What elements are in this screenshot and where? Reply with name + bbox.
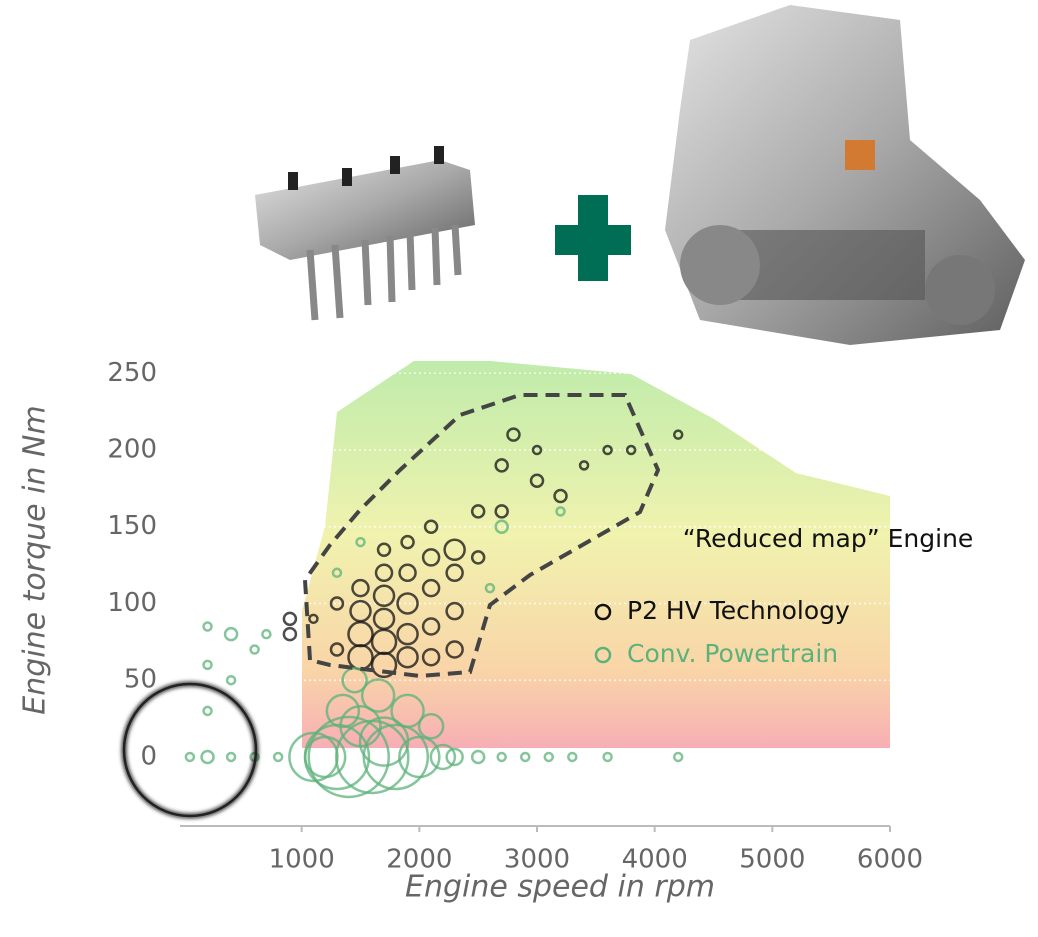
bubble bbox=[421, 548, 441, 567]
bubble bbox=[261, 628, 272, 640]
bubble bbox=[443, 538, 466, 562]
bubble bbox=[396, 622, 419, 646]
bubble bbox=[553, 488, 568, 504]
x-tick-label: 5000 bbox=[739, 845, 805, 875]
bubble bbox=[398, 735, 441, 779]
bubble bbox=[202, 705, 213, 717]
bubble bbox=[555, 506, 566, 517]
x-tick-label: 4000 bbox=[622, 845, 688, 875]
grid bbox=[180, 372, 891, 832]
bubble bbox=[421, 578, 441, 598]
bubble bbox=[372, 607, 396, 631]
bubble bbox=[567, 751, 578, 763]
bubble bbox=[331, 567, 343, 579]
x-tick-label: 2000 bbox=[386, 845, 452, 875]
bubble bbox=[202, 659, 213, 671]
bubble bbox=[355, 536, 366, 548]
bubble bbox=[578, 460, 590, 471]
bubble bbox=[494, 504, 509, 519]
bubble bbox=[282, 611, 298, 627]
bubble bbox=[390, 693, 425, 729]
bubble bbox=[329, 642, 345, 657]
bubble bbox=[445, 563, 464, 583]
bubble bbox=[329, 596, 345, 611]
plus-sign bbox=[555, 195, 631, 281]
bubble bbox=[249, 644, 260, 655]
legend-label: Conv. Powertrain bbox=[627, 639, 838, 668]
y-tick-label: 0 bbox=[140, 741, 157, 771]
bubble bbox=[602, 751, 613, 763]
y-tick-label: 200 bbox=[107, 435, 157, 465]
marks bbox=[184, 427, 684, 799]
bubble bbox=[484, 582, 496, 594]
bubble bbox=[519, 751, 531, 763]
bubble bbox=[543, 751, 555, 763]
y-tick-label: 250 bbox=[107, 358, 157, 388]
legend: P2 HV Technology Conv. Powertrain bbox=[594, 596, 850, 668]
x-tick-label: 3000 bbox=[504, 845, 570, 875]
bubble bbox=[398, 563, 417, 583]
origin-highlight-ring bbox=[122, 682, 258, 818]
bubble bbox=[400, 534, 415, 550]
bubble bbox=[341, 666, 368, 694]
bubble bbox=[351, 578, 370, 598]
reduced-map-outline bbox=[302, 393, 661, 679]
bubble bbox=[494, 458, 509, 473]
bubble bbox=[223, 626, 239, 642]
x-axis-label: Engine speed in rpm bbox=[405, 870, 715, 905]
bubble bbox=[445, 747, 464, 767]
bubble bbox=[225, 751, 237, 763]
bubble bbox=[225, 674, 237, 686]
y-tick-label: 50 bbox=[124, 665, 157, 695]
bubble bbox=[445, 640, 464, 659]
bubble bbox=[308, 613, 319, 625]
x-tick-label: 6000 bbox=[857, 845, 923, 875]
bubble bbox=[362, 723, 430, 791]
bubble bbox=[374, 563, 394, 583]
bubble bbox=[184, 751, 196, 763]
bubble bbox=[282, 626, 298, 642]
legend-label: P2 HV Technology bbox=[627, 596, 850, 625]
bubble bbox=[349, 599, 372, 623]
bubble bbox=[672, 429, 684, 440]
bubble bbox=[202, 621, 213, 632]
bubble bbox=[200, 749, 215, 765]
annotation: “Reduced map” Engine bbox=[683, 524, 974, 553]
bubble bbox=[421, 647, 441, 667]
bubble bbox=[625, 444, 637, 456]
bubble bbox=[272, 751, 284, 763]
legend-marker bbox=[594, 603, 612, 621]
y-tick-label: 150 bbox=[107, 511, 157, 541]
bubble bbox=[417, 712, 445, 740]
bubble bbox=[360, 678, 396, 713]
motor-image bbox=[665, 5, 1025, 345]
bubble bbox=[494, 519, 509, 534]
bubble bbox=[396, 645, 419, 669]
bubble bbox=[325, 693, 361, 729]
bubble bbox=[602, 444, 613, 456]
bubble bbox=[470, 504, 486, 519]
x-tick-label: 1000 bbox=[269, 845, 335, 875]
bubble bbox=[421, 617, 441, 636]
bubble bbox=[529, 473, 545, 488]
bubble bbox=[307, 715, 390, 799]
bubble bbox=[470, 550, 486, 565]
bubble bbox=[376, 542, 392, 558]
y-axis-label: Engine torque in Nm bbox=[18, 405, 53, 714]
legend-marker bbox=[594, 646, 612, 664]
efficiency-map bbox=[302, 361, 890, 748]
valve-train-image bbox=[255, 146, 475, 321]
bubble bbox=[506, 427, 521, 442]
bubble bbox=[470, 749, 486, 765]
bubble bbox=[496, 751, 507, 763]
bubble bbox=[672, 751, 684, 763]
bubble bbox=[531, 444, 543, 456]
bubble bbox=[372, 584, 396, 608]
y-tick-label: 100 bbox=[107, 588, 157, 618]
bubble bbox=[423, 519, 439, 534]
bubble bbox=[445, 601, 464, 621]
bubble bbox=[429, 743, 457, 771]
bubble bbox=[396, 592, 419, 615]
